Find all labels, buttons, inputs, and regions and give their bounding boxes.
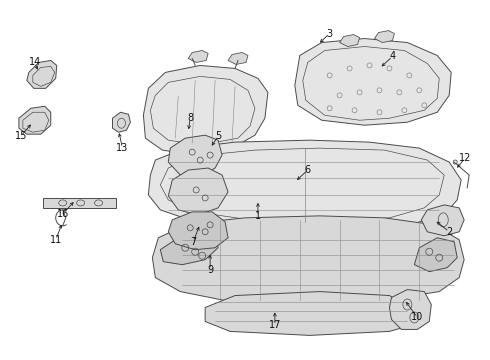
Text: 5: 5 [215, 131, 221, 141]
Text: 12: 12 [459, 153, 471, 163]
Text: 13: 13 [116, 143, 128, 153]
Text: 1: 1 [255, 211, 261, 221]
Text: 10: 10 [411, 312, 423, 323]
Text: 17: 17 [269, 320, 281, 330]
Polygon shape [188, 50, 208, 62]
Polygon shape [295, 39, 451, 125]
Polygon shape [19, 106, 51, 134]
Text: 16: 16 [56, 209, 69, 219]
Polygon shape [415, 238, 457, 272]
Text: 11: 11 [49, 235, 62, 245]
Text: 7: 7 [190, 237, 196, 247]
Polygon shape [168, 168, 228, 215]
Polygon shape [160, 232, 218, 265]
Polygon shape [152, 216, 464, 305]
Text: 2: 2 [446, 227, 452, 237]
Text: 14: 14 [29, 58, 41, 67]
Text: 8: 8 [187, 113, 193, 123]
Polygon shape [390, 289, 431, 329]
Polygon shape [168, 212, 228, 250]
Polygon shape [27, 60, 57, 88]
Polygon shape [43, 198, 116, 208]
Polygon shape [205, 292, 415, 336]
Polygon shape [113, 112, 130, 132]
Polygon shape [168, 135, 222, 178]
Text: 9: 9 [207, 265, 213, 275]
Polygon shape [421, 205, 464, 236]
Text: 15: 15 [15, 131, 27, 141]
Polygon shape [148, 140, 461, 230]
Text: 4: 4 [390, 51, 395, 62]
Polygon shape [374, 31, 394, 42]
Polygon shape [144, 66, 268, 155]
Text: 6: 6 [305, 165, 311, 175]
Text: 3: 3 [327, 28, 333, 39]
Polygon shape [228, 53, 248, 64]
Polygon shape [340, 35, 360, 46]
